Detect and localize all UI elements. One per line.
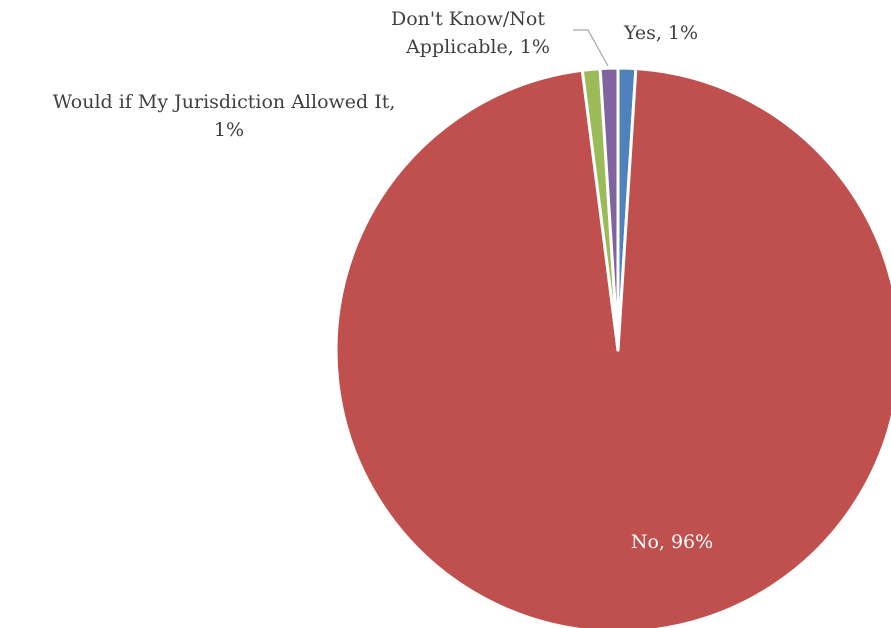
pie-slice-don-t-know-not-applicable <box>598 66 620 352</box>
pie-slices <box>334 66 891 628</box>
would-data-label-line1: Would if My Jurisdiction Allowed It, <box>53 91 396 113</box>
pie-slice-no <box>334 67 891 628</box>
no-data-label: No, 96% <box>631 531 713 553</box>
yes-data-label: Yes, 1% <box>623 22 698 44</box>
dontknow-data-label-line2: Applicable, 1% <box>405 36 550 58</box>
dontknow-data-label-line1: Don't Know/Not <box>391 8 545 30</box>
would-data-label-line2: 1% <box>214 119 244 141</box>
dontknow-leader-line <box>573 29 609 67</box>
